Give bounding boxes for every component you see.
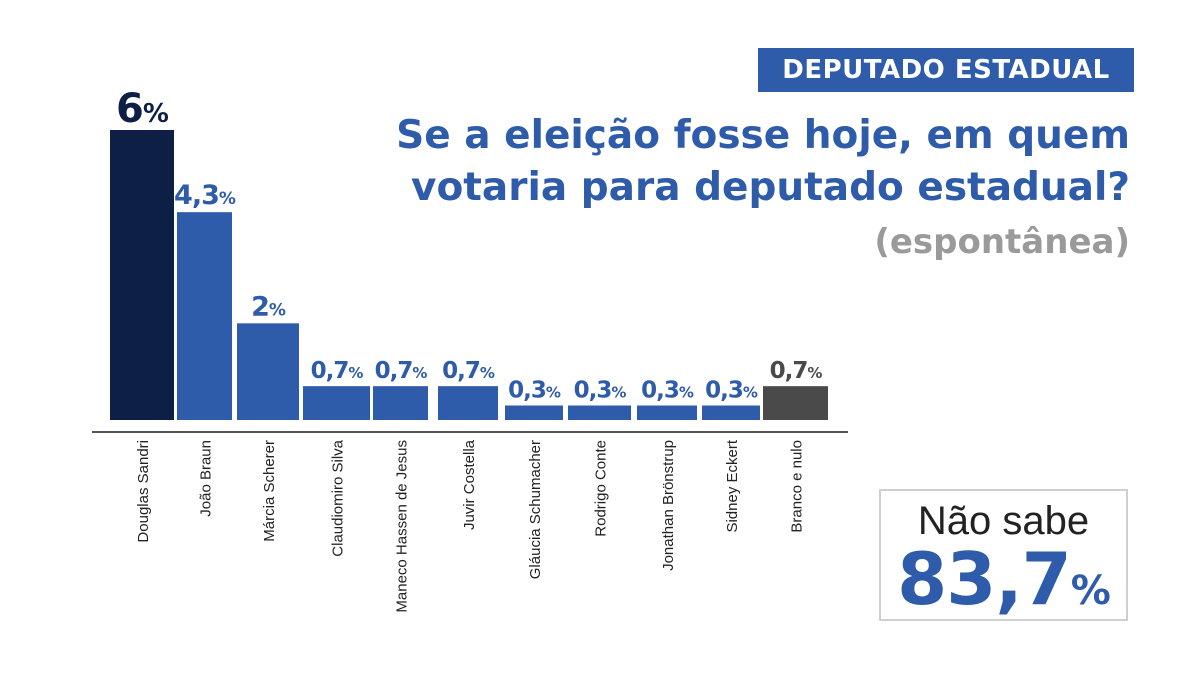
chart-question: Se a eleição fosse hoje, em quem votaria… xyxy=(396,113,1130,210)
bar xyxy=(373,386,428,420)
category-label: Branco e nulo xyxy=(789,440,806,533)
category-label: Sidney Eckert xyxy=(724,439,741,532)
bar-value-label: 6% xyxy=(116,86,169,132)
bar xyxy=(763,386,828,420)
category-label: João Braun xyxy=(198,440,215,517)
bar xyxy=(177,212,232,420)
bar-value-number: 2 xyxy=(251,291,269,322)
nao-sabe-box: Não sabe 83,7% xyxy=(879,489,1128,621)
nao-sabe-value: 83,7% xyxy=(881,537,1126,621)
category-label: Douglas Sandri xyxy=(135,440,152,543)
bar-value-label: 0,3% xyxy=(641,378,694,404)
bar-value-label: 4,3% xyxy=(174,180,236,211)
category-label: Juvir Costella xyxy=(461,439,478,530)
nao-sabe-unit: % xyxy=(1070,568,1111,614)
chart-subtitle: (espontânea) xyxy=(874,222,1130,262)
bar-value-number: 0,3 xyxy=(574,378,612,404)
bar xyxy=(303,386,370,420)
bar-value-number: 0,7 xyxy=(770,358,808,384)
category-label: Maneco Hassen de Jesus xyxy=(394,440,411,613)
bar-value-label: 0,7% xyxy=(311,358,364,384)
bar-value-unit: % xyxy=(219,189,236,209)
bar-value-number: 4,3 xyxy=(174,180,219,211)
bar-value-number: 0,3 xyxy=(641,378,679,404)
bar-value-unit: % xyxy=(743,384,758,402)
bar-value-unit: % xyxy=(679,384,694,402)
bar-value-label: 0,3% xyxy=(508,378,561,404)
bar-value-number: 0,7 xyxy=(311,358,349,384)
nao-sabe-label: Não sabe xyxy=(917,499,1090,543)
bar-value-unit: % xyxy=(348,364,363,382)
category-label: Gláucia Schumacher xyxy=(527,440,544,579)
bar-value-label: 0,7% xyxy=(442,358,495,384)
bar xyxy=(505,405,563,420)
bar-value-number: 0,3 xyxy=(705,378,743,404)
bar-value-unit: % xyxy=(143,99,169,129)
bar-value-number: 0,7 xyxy=(375,358,413,384)
bar xyxy=(438,386,498,420)
category-label: Rodrigo Conte xyxy=(593,440,610,537)
bar xyxy=(702,405,760,420)
category-label: Jonathan Brönstrup xyxy=(660,440,677,571)
bar-value-unit: % xyxy=(807,364,822,382)
bar xyxy=(237,323,299,420)
bar xyxy=(637,405,697,420)
bar-value-number: 6 xyxy=(116,86,143,132)
section-badge: DEPUTADO ESTADUAL xyxy=(758,48,1134,92)
bar-value-label: 0,7% xyxy=(770,358,823,384)
bar-value-unit: % xyxy=(611,384,626,402)
bar-value-unit: % xyxy=(412,364,427,382)
bar-value-label: 0,7% xyxy=(375,358,428,384)
bar-value-label: 0,3% xyxy=(705,378,758,404)
bar-value-label: 2% xyxy=(251,291,286,322)
bar-value-label: 0,3% xyxy=(574,378,627,404)
category-label: Márcia Scherer xyxy=(261,440,278,542)
bar-value-unit: % xyxy=(480,364,495,382)
bar xyxy=(110,130,174,420)
nao-sabe-number: 83,7 xyxy=(897,537,1072,621)
bar xyxy=(568,405,631,420)
category-label: Claudiomiro Silva xyxy=(330,439,347,556)
bar-value-number: 0,3 xyxy=(508,378,546,404)
bar-value-unit: % xyxy=(269,300,286,320)
bar-value-unit: % xyxy=(546,384,561,402)
bar-chart: 6% Douglas Sandri 4,3% João Braun 2% Márcia S… xyxy=(92,86,848,613)
bar-value-number: 0,7 xyxy=(442,358,480,384)
